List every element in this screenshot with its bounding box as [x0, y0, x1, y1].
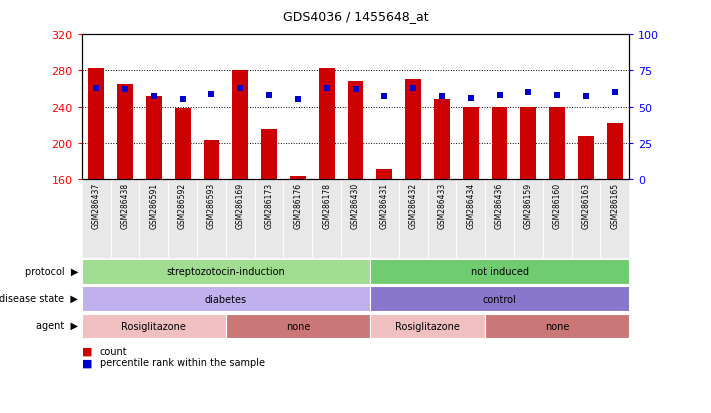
Text: GDS4036 / 1455648_at: GDS4036 / 1455648_at	[283, 10, 428, 23]
Text: none: none	[286, 321, 310, 331]
Text: diabetes: diabetes	[205, 294, 247, 304]
Bar	[376, 170, 392, 180]
Text: ■: ■	[82, 346, 92, 356]
Bar	[175, 109, 191, 180]
Text: ■: ■	[82, 358, 92, 368]
Text: Rosiglitazone: Rosiglitazone	[395, 321, 460, 331]
Text: disease state  ▶: disease state ▶	[0, 293, 78, 304]
Text: protocol  ▶: protocol ▶	[25, 266, 78, 276]
Bar	[607, 123, 623, 180]
Bar	[203, 141, 220, 180]
Text: agent  ▶: agent ▶	[36, 320, 78, 331]
Bar	[405, 80, 421, 180]
Bar	[88, 69, 104, 180]
Bar	[348, 82, 363, 180]
Bar	[117, 85, 133, 180]
Bar	[520, 107, 536, 180]
Text: count: count	[100, 346, 127, 356]
Text: none: none	[545, 321, 570, 331]
Bar	[463, 107, 479, 180]
Bar	[550, 107, 565, 180]
Bar	[290, 177, 306, 180]
Bar	[261, 130, 277, 180]
Bar	[434, 100, 450, 180]
Text: control: control	[483, 294, 516, 304]
Bar	[319, 69, 335, 180]
Text: percentile rank within the sample: percentile rank within the sample	[100, 358, 264, 368]
Text: Rosiglitazone: Rosiglitazone	[122, 321, 186, 331]
Text: streptozotocin-induction: streptozotocin-induction	[166, 267, 285, 277]
Bar	[491, 107, 508, 180]
Bar	[578, 136, 594, 180]
Bar	[146, 97, 161, 180]
Text: not induced: not induced	[471, 267, 528, 277]
Bar	[232, 71, 248, 180]
